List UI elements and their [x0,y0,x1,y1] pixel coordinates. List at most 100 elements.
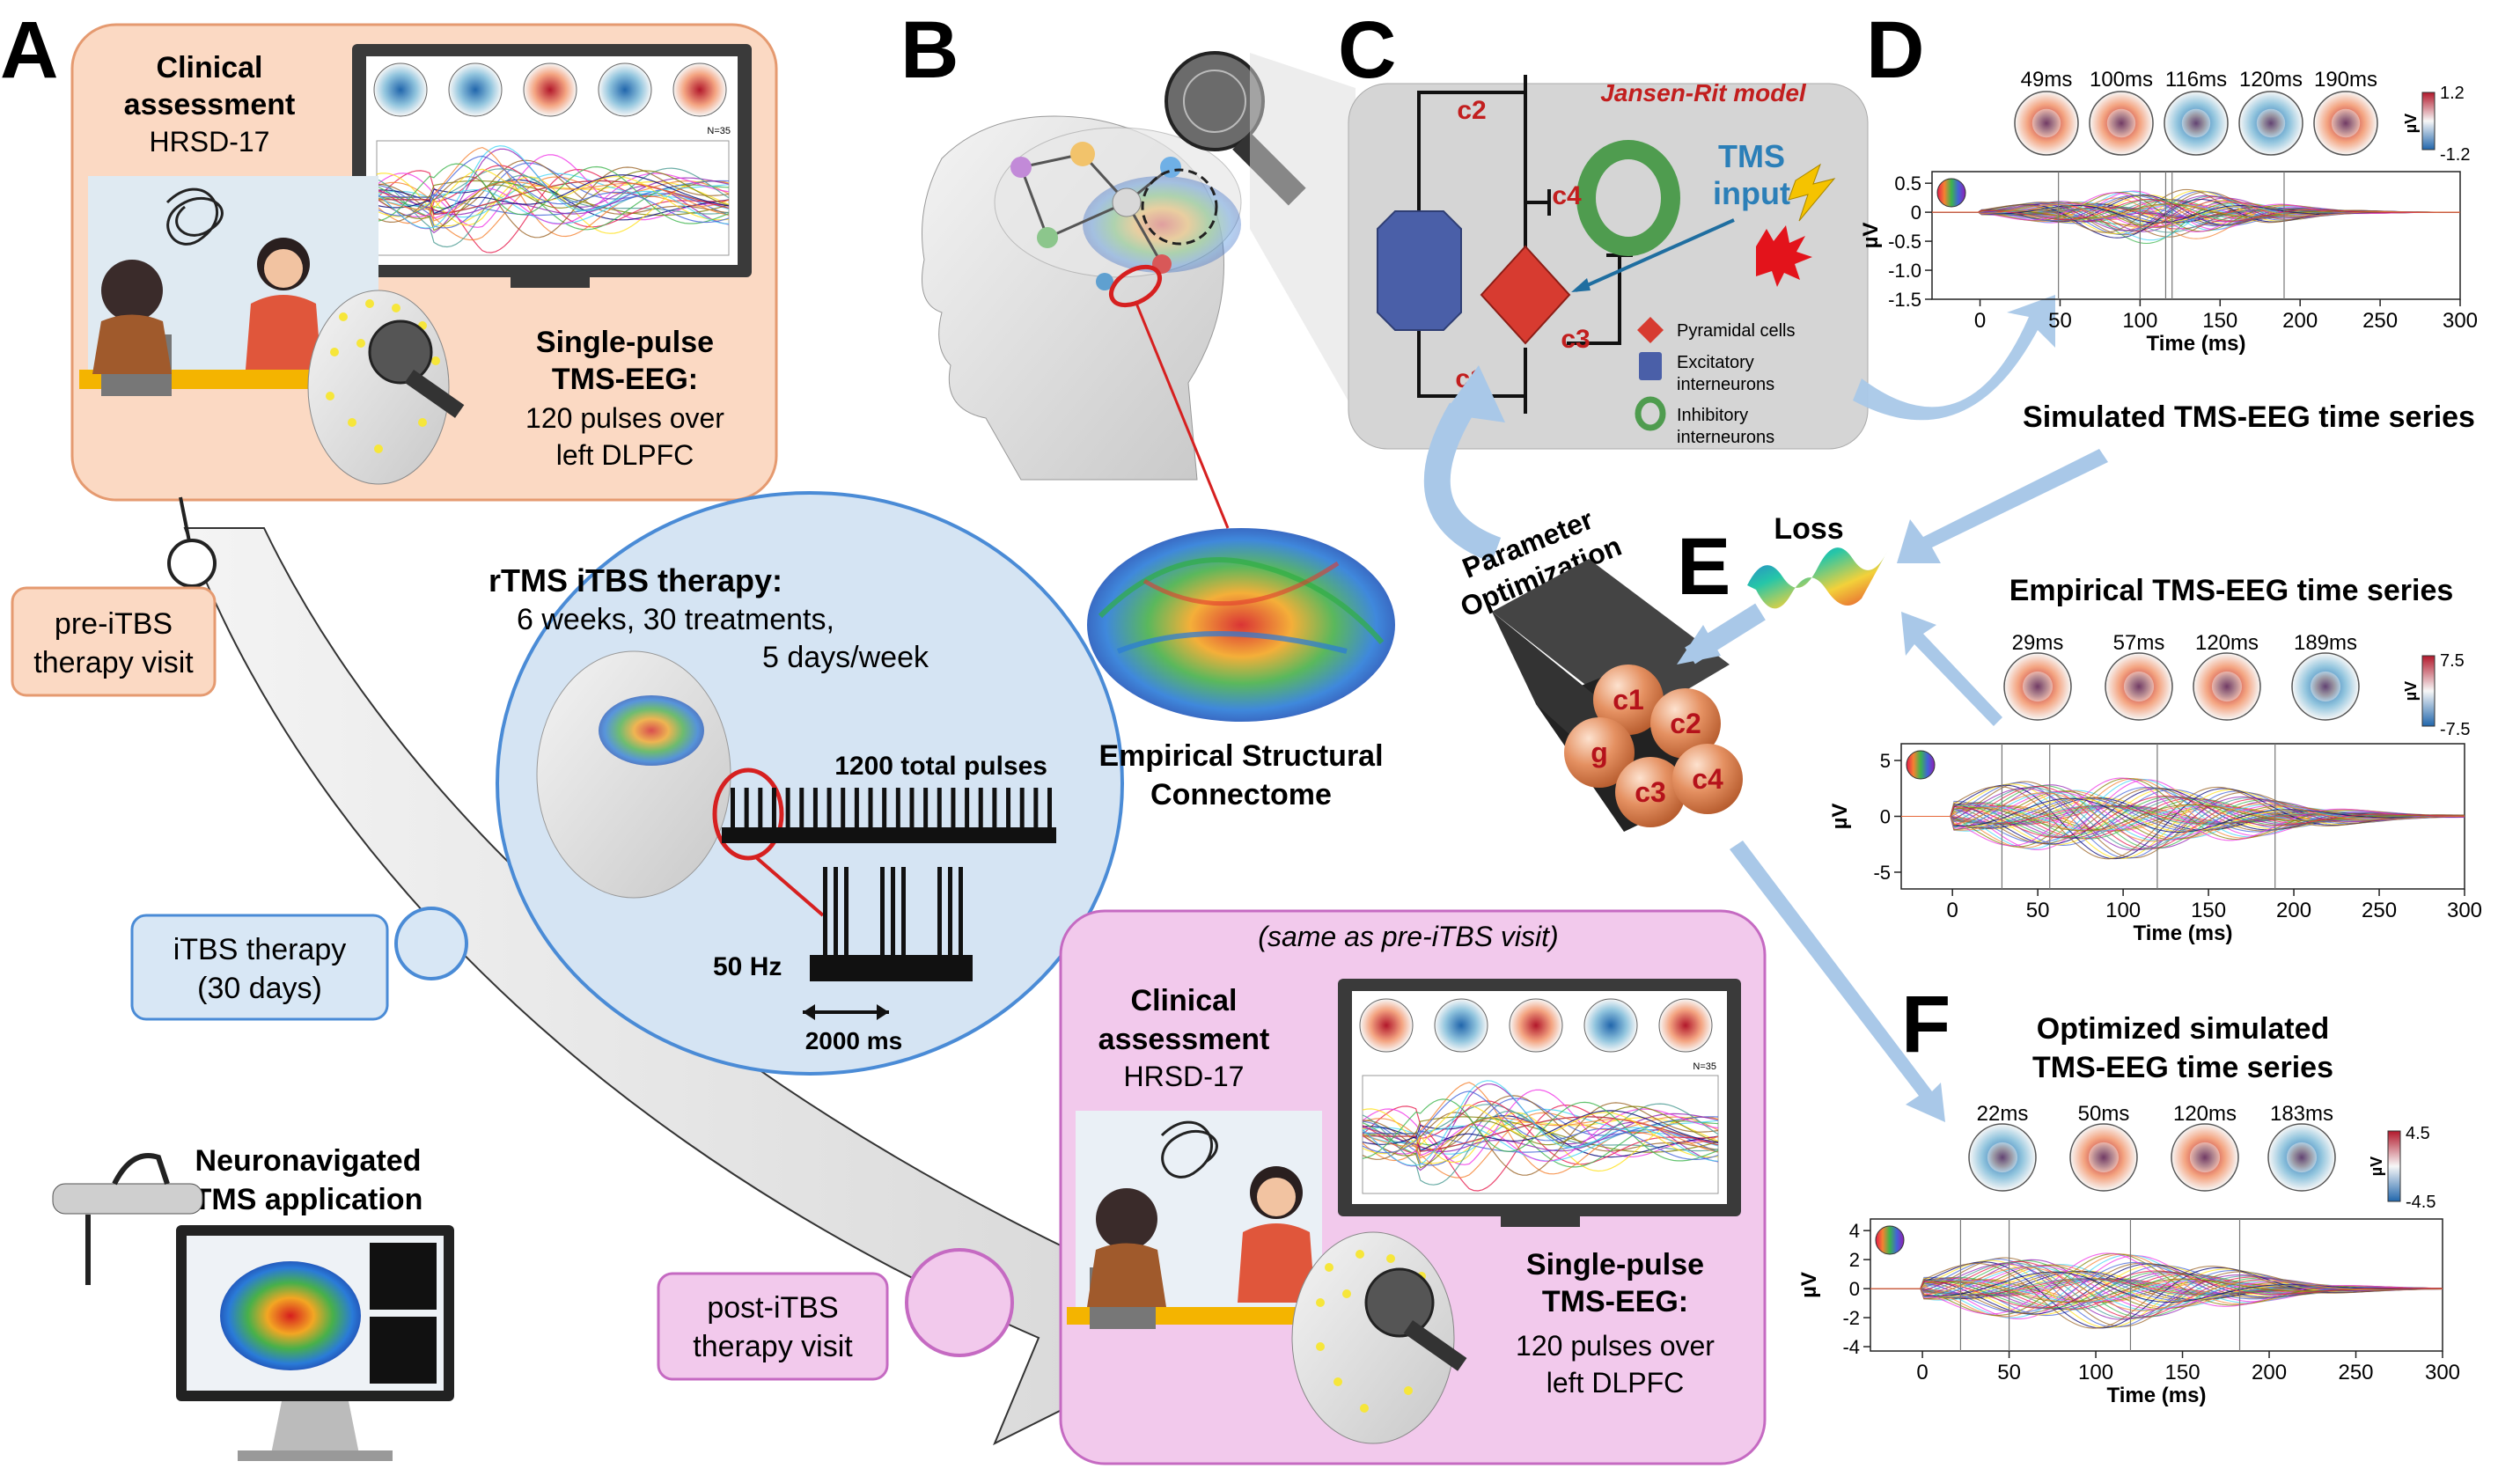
x-tick-label: 150 [2191,899,2226,922]
post-visit-node [905,1248,1014,1357]
y-tick-label: -0.5 [1888,231,1921,253]
topomap-blob [2031,108,2061,138]
mini-trace [376,170,730,231]
post-tms-desc-1: 120 pulses over [1516,1330,1715,1362]
itbs-label-2: (30 days) [197,972,322,1005]
eeg-channel-trace [1932,195,2460,231]
y-tick-label: 0.5 [1894,173,1921,195]
f-colorbar [2387,1130,2401,1202]
pulse-mark [951,788,956,827]
panel-d: D 49ms 100ms 116ms 120ms 190ms 1.2 -1.2 µV 0… [1859,5,2478,434]
network-nodes [1010,142,1181,290]
rtms-title: rTMS iTBS therapy: [489,562,782,598]
mini-trace [1362,1102,1719,1176]
y-tick-label: 0 [1911,202,1921,224]
topomap-time-label: 116ms [2165,68,2227,92]
x-tick-label: 200 [2282,309,2318,333]
pre-visit-node [167,539,217,588]
mini-trace [376,145,730,229]
y-axis-label: µV [1859,223,1883,249]
eeg-channel-trace [1870,1270,2443,1309]
x-tick-label: 150 [2165,1361,2200,1384]
d-cbar-min: -1.2 [2440,145,2470,165]
legend-excitatory-1: Excitatory [1677,353,1754,372]
burst-pulse [880,867,885,955]
topomap-blob [2123,671,2155,702]
panel-f: F Optimized simulated TMS-EEG time serie… [1797,980,2460,1407]
mini-trace [1362,1113,1719,1153]
lightning-icon [1756,163,1836,287]
param-ball-label: c2 [1670,708,1701,739]
post-visit-label-1: post-iTBS [707,1291,838,1325]
neuronav-title-2: TMS application [194,1183,423,1216]
mini-trace [376,177,730,216]
mini-trace [1362,1108,1719,1155]
monitor-eeg-traces [376,140,730,256]
x-tick-label: 50 [2048,309,2072,333]
topomap-time-label: 29ms [2012,631,2064,655]
tms-title-2: TMS-EEG: [552,363,698,396]
d-colorbar [2421,92,2436,151]
x-tick-label: 0 [1916,1361,1928,1384]
clinical-scale: HRSD-17 [150,126,270,158]
param-ball-label: g [1591,737,1608,768]
pulse-mark [965,788,970,827]
panel-f-letter: F [1901,980,1951,1069]
mini-trace [376,163,730,224]
stim-target [1141,168,1218,246]
y-tick-label: -1.0 [1888,260,1921,282]
d-chart: 0 50 100 150 200 250 300 0.5 0 -0.5 -1.0 -1.5 Time (… [1859,171,2478,356]
d-title: Simulated TMS-EEG time series [2023,400,2475,434]
y-tick-label: -4 [1842,1336,1860,1358]
channel-legend-icon [1906,750,1936,780]
post-clinical-1: Clinical [1131,984,1238,1017]
x-tick-label: 300 [2443,309,2478,333]
tms-desc-2: left DLPFC [556,439,694,471]
tms-title-1: Single-pulse [536,326,714,359]
rtms-head [536,650,731,899]
tms-coil [368,319,433,385]
post-monitor-topomaps [1359,998,1713,1053]
y-tick-label: -1.5 [1888,289,1921,311]
jansen-rit-box [1348,83,1869,450]
post-clinical-scale: HRSD-17 [1124,1061,1245,1092]
x-tick-label: 200 [2276,899,2311,922]
channel-legend-icon [1875,1225,1905,1255]
eeg-channel-trace [1901,777,2465,847]
param-ball-g [1564,717,1635,788]
eeg-channel-trace [1870,1278,2443,1303]
mini-trace [376,179,730,221]
pulse-mark [812,788,818,827]
plot-frame [1931,171,2461,300]
thought-scribble [165,187,224,246]
burst-pulse [823,867,827,955]
pulse-train-bar [722,827,1056,843]
monitor-n-label: N=35 [707,126,731,136]
topomap-blob [2189,1142,2221,1173]
legend-excitatory-2: interneurons [1677,375,1774,394]
mini-trace [1362,1082,1719,1175]
y-tick-label: 0 [1880,806,1891,828]
topomap-blob [2181,108,2211,138]
mini-trace [376,180,730,216]
burst-pulse [901,867,906,955]
topomap-time-label: 100ms [2090,68,2153,92]
x-tick-label: 50 [2026,899,2050,922]
tms-desc-1: 120 pulses over [525,402,724,434]
burst-pulse [891,867,895,955]
itbs-label-1: iTBS therapy [173,933,347,966]
inhibitory-interneuron-shape [1576,140,1680,256]
eeg-channel-trace [1901,790,2465,841]
mini-trace [376,180,730,222]
pre-visit-label-box [11,586,217,697]
eeg-channel-trace [1901,795,2465,838]
topomap-time-label: 183ms [2270,1102,2333,1126]
x-tick-label: 200 [2252,1361,2287,1384]
param-ball-c4 [1672,744,1743,814]
param-ball-label: c3 [1635,776,1666,808]
eeg-channel-trace [1870,1267,2443,1311]
topomap-blob [1987,1142,2018,1173]
post-visit-label-2: therapy visit [693,1330,853,1363]
connectome-brain [1087,528,1395,722]
